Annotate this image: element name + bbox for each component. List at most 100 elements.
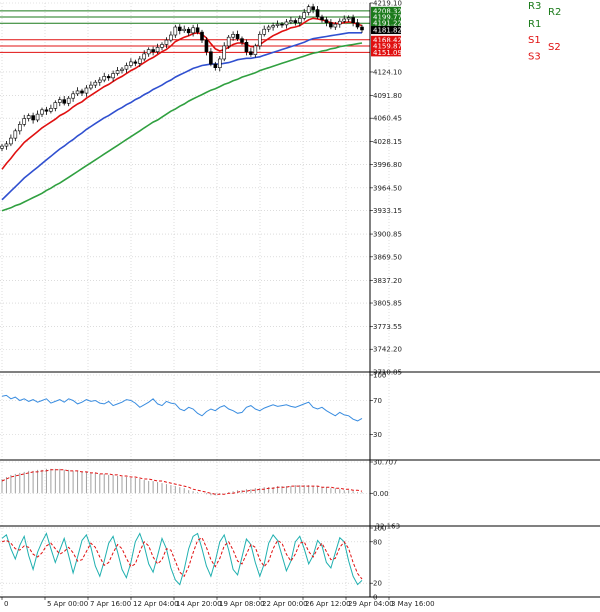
candle-body bbox=[195, 27, 200, 33]
candle-body bbox=[106, 76, 111, 79]
candle-body bbox=[9, 137, 13, 145]
candle-body bbox=[169, 34, 173, 41]
level-badge-r2 bbox=[371, 13, 401, 22]
y-tick-label: 4091.80 bbox=[373, 92, 402, 100]
candle-body bbox=[297, 18, 302, 23]
candle-body bbox=[280, 23, 284, 26]
candle-body bbox=[355, 22, 360, 28]
candle-body bbox=[289, 20, 293, 23]
candle-body bbox=[337, 20, 342, 25]
y-tick-label: 4219.10 bbox=[373, 0, 402, 8]
level-badge-r3 bbox=[371, 6, 401, 15]
level-badge-s1 bbox=[371, 35, 401, 44]
candle-body bbox=[240, 38, 244, 43]
candle-body bbox=[329, 22, 333, 28]
candle-body bbox=[97, 79, 102, 83]
y-tick-label: 3869.50 bbox=[373, 253, 402, 261]
panel-2-background bbox=[0, 375, 370, 460]
candle-body bbox=[213, 63, 218, 68]
level-label-r2: R2 bbox=[548, 7, 561, 18]
level-value-r1: 4191.22 bbox=[373, 20, 402, 28]
candle-body bbox=[306, 6, 311, 13]
candle-body bbox=[146, 49, 151, 55]
candle-body bbox=[222, 45, 227, 60]
y-tick-label: 3837.20 bbox=[373, 277, 402, 285]
candle-body bbox=[17, 124, 22, 132]
level-value-s1: 4168.42 bbox=[373, 36, 402, 44]
y-tick-label: 20 bbox=[373, 580, 382, 588]
moving-average-line-1 bbox=[1, 17, 363, 170]
x-tick-label: 26 Apr 12:00 bbox=[305, 600, 351, 608]
candle-body bbox=[271, 25, 275, 28]
oscillator-1-line bbox=[1, 394, 363, 422]
candle-body bbox=[62, 99, 67, 104]
y-tick-label: 3964.50 bbox=[373, 184, 402, 192]
candle-body bbox=[71, 93, 75, 99]
candle-body bbox=[200, 31, 204, 41]
candle-body bbox=[320, 16, 324, 21]
candle-body bbox=[120, 68, 124, 71]
y-tick-label: 3900.85 bbox=[373, 231, 402, 239]
last-price-badge bbox=[371, 26, 401, 35]
level-label-r3: R3 bbox=[528, 1, 541, 12]
candle-body bbox=[217, 58, 222, 68]
level-badge-r1 bbox=[371, 19, 401, 28]
y-tick-label: 3933.15 bbox=[373, 207, 402, 215]
candle-body bbox=[284, 21, 289, 26]
level-badge-s3 bbox=[371, 48, 401, 57]
y-tick-label: 0.00 bbox=[373, 490, 389, 498]
candle-body bbox=[191, 27, 195, 34]
candle-body bbox=[93, 81, 98, 86]
candle-body bbox=[346, 17, 351, 20]
candle-body bbox=[351, 17, 355, 23]
x-tick-label: 14 Apr 20:00 bbox=[176, 600, 222, 608]
moving-average-line-2 bbox=[1, 31, 362, 201]
candle-body bbox=[129, 61, 133, 66]
candle-body bbox=[115, 70, 120, 74]
y-tick-label: 100 bbox=[373, 372, 386, 380]
candle-body bbox=[293, 20, 298, 23]
candle-body bbox=[155, 47, 160, 53]
candle-body bbox=[275, 23, 280, 26]
candle-body bbox=[49, 108, 53, 112]
candle-body bbox=[182, 28, 187, 31]
level-label-s1: S1 bbox=[528, 35, 541, 46]
candle-body bbox=[53, 102, 58, 109]
level-badge-s2 bbox=[371, 42, 401, 51]
candle-body bbox=[0, 145, 4, 149]
candle-body bbox=[342, 18, 347, 22]
level-label-s2: S2 bbox=[548, 42, 561, 53]
candle-body bbox=[137, 58, 142, 64]
panel-3-background bbox=[0, 462, 370, 526]
candle-body bbox=[249, 51, 253, 55]
candle-body bbox=[266, 26, 271, 30]
candle-body bbox=[209, 51, 213, 65]
y-tick-label: 4060.45 bbox=[373, 115, 402, 123]
candle-body bbox=[26, 115, 31, 119]
x-tick-label: 12 Apr 04:00 bbox=[133, 600, 179, 608]
x-tick-label: 19 Apr 08:00 bbox=[219, 600, 265, 608]
candle-body bbox=[186, 28, 191, 34]
candle-body bbox=[204, 39, 209, 53]
y-tick-label: 100 bbox=[373, 525, 386, 533]
candle-body bbox=[66, 97, 71, 104]
candle-body bbox=[257, 33, 262, 47]
level-value-r3: 4208.32 bbox=[373, 7, 402, 15]
candle-body bbox=[333, 23, 338, 28]
x-tick-label: 3 May 16:00 bbox=[391, 600, 435, 608]
candle-body bbox=[84, 87, 89, 94]
y-tick-label: 30.707 bbox=[373, 459, 398, 467]
candle-body bbox=[177, 26, 182, 31]
candle-body bbox=[57, 99, 62, 103]
candle-body bbox=[324, 19, 329, 23]
candle-body bbox=[360, 26, 364, 31]
y-tick-label: 3773.55 bbox=[373, 323, 402, 331]
candle-body bbox=[111, 73, 115, 79]
candle-body bbox=[40, 109, 44, 115]
y-tick-label: 3742.20 bbox=[373, 346, 402, 354]
x-tick-label: 29 Apr 04:00 bbox=[348, 600, 394, 608]
candle-body bbox=[244, 41, 249, 53]
histogram-signal-line bbox=[1, 469, 363, 495]
